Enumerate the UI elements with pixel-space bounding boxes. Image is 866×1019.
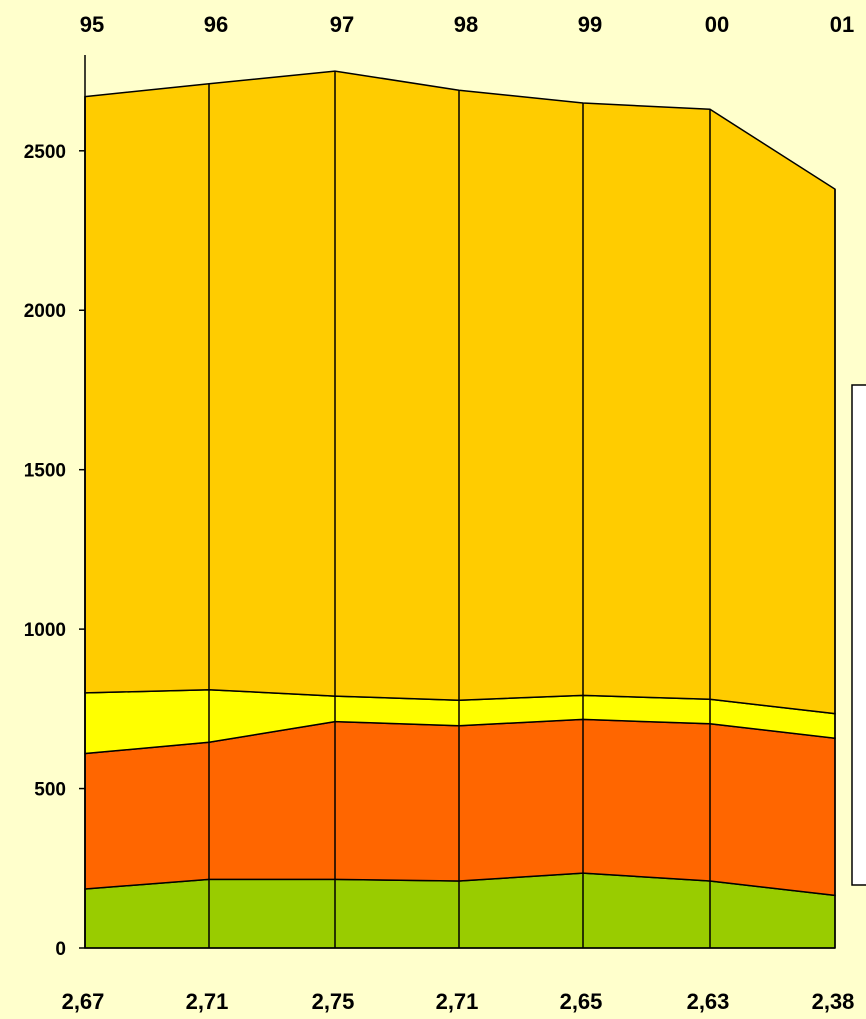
bottom-label: 2,65 <box>560 989 603 1014</box>
bottom-label: 2,67 <box>62 989 105 1014</box>
top-axis-labels: 95 96 97 98 99 00 01 <box>80 12 854 37</box>
series-area-3 <box>84 70 836 715</box>
top-label: 99 <box>578 12 602 37</box>
bottom-label: 2,38 <box>812 989 855 1014</box>
series-area-0 <box>84 872 836 949</box>
bottom-axis-labels: 2,67 2,71 2,75 2,71 2,65 2,63 2,38 <box>62 989 855 1014</box>
series-areas <box>84 70 836 949</box>
top-label: 00 <box>705 12 729 37</box>
y-axis: 0 500 1000 1500 2000 2500 <box>24 55 835 960</box>
y-tick-label: 1000 <box>24 620 66 641</box>
series-area-1 <box>84 718 836 897</box>
top-label: 95 <box>80 12 104 37</box>
y-tick-label: 500 <box>34 780 66 801</box>
bottom-label: 2,63 <box>687 989 730 1014</box>
y-tick-label: 0 <box>55 939 66 960</box>
top-label: 96 <box>204 12 228 37</box>
top-label: 98 <box>454 12 478 37</box>
y-tick-label: 2500 <box>24 142 66 163</box>
legend-box <box>851 384 866 886</box>
bottom-label: 2,71 <box>186 989 229 1014</box>
bottom-label: 2,75 <box>312 989 355 1014</box>
y-tick-label: 1500 <box>24 461 66 482</box>
top-label: 97 <box>330 12 354 37</box>
bottom-label: 2,71 <box>436 989 479 1014</box>
top-label: 01 <box>830 12 854 37</box>
y-tick-label: 2000 <box>24 301 66 322</box>
